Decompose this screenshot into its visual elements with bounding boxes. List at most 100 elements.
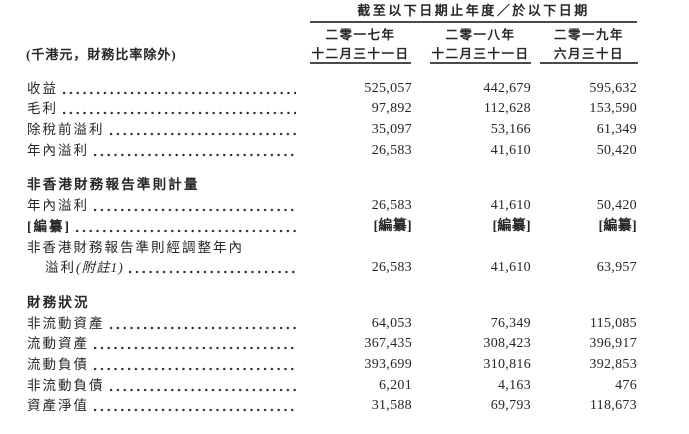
row-label-zone: [編纂] bbox=[0, 219, 312, 235]
dot-leader bbox=[76, 228, 296, 233]
table-row: 收益 525,057 442,679 595,632 bbox=[0, 76, 689, 97]
cell-value: 50,420 bbox=[596, 142, 637, 158]
table-row: 年內溢利 26,583 41,610 50,420 bbox=[0, 193, 689, 214]
row-label-zone: 流動負債 bbox=[0, 357, 312, 373]
cell-value: 31,588 bbox=[371, 398, 412, 414]
dot-leader bbox=[94, 366, 296, 371]
cell-value: 118,673 bbox=[589, 398, 637, 414]
cell-value: 26,583 bbox=[371, 142, 412, 158]
dot-leader bbox=[109, 132, 296, 137]
table-row: 除稅前溢利 35,097 53,166 61,349 bbox=[0, 117, 689, 138]
row-label-zone: 資產淨值 bbox=[0, 398, 312, 414]
cell-value: 367,435 bbox=[364, 336, 412, 352]
row-label-zone: 除稅前溢利 bbox=[0, 122, 312, 138]
row-label: 收益 bbox=[27, 80, 58, 96]
section-header-row: 非香港財務報告準則計量 bbox=[0, 173, 689, 194]
dot-leader bbox=[63, 111, 296, 116]
row-label: 年內溢利 bbox=[27, 142, 89, 158]
row-label: 資產淨值 bbox=[27, 398, 89, 414]
cell-value: 153,590 bbox=[589, 101, 637, 117]
section-title: 非香港財務報告準則計量 bbox=[27, 177, 200, 193]
row-label: 非流動負債 bbox=[27, 377, 105, 393]
table-row: 資產淨值 31,588 69,793 118,673 bbox=[0, 394, 689, 415]
dot-leader bbox=[94, 152, 296, 157]
cell-value: 26,583 bbox=[371, 198, 412, 214]
column-header-date: 十二月三十一日 bbox=[431, 47, 530, 61]
column-header-fy2017: 二零一七年 十二月三十一日 bbox=[310, 27, 411, 64]
table-row: 流動負債 393,699 310,816 392,853 bbox=[0, 352, 689, 373]
unit-note: (千港元，財務比率除外) bbox=[26, 47, 177, 62]
row-label-zone: 流動資產 bbox=[0, 336, 312, 352]
dot-leader bbox=[94, 208, 296, 213]
table-body: 收益 525,057 442,679 595,632 毛利 97,892 112,628 15… bbox=[0, 76, 689, 414]
cell-value: 476 bbox=[615, 377, 637, 393]
row-label-zone: 非香港財務報告準則經調整年內 bbox=[0, 240, 312, 256]
row-label-zone: 收益 bbox=[0, 81, 312, 97]
cell-value: 595,632 bbox=[589, 80, 637, 96]
table-row: 毛利 97,892 112,628 153,590 bbox=[0, 97, 689, 118]
section-title-zone: 非香港財務報告準則計量 bbox=[0, 177, 312, 193]
row-label-zone: 年內溢利 bbox=[0, 198, 312, 214]
cell-value: 50,420 bbox=[596, 198, 637, 214]
row-label: 非香港財務報告準則經調整年內 bbox=[27, 239, 244, 255]
cell-value: [編纂] bbox=[492, 218, 531, 234]
row-label: 毛利 bbox=[27, 101, 58, 117]
row-label: 流動資產 bbox=[27, 336, 89, 352]
column-header-hy2019: 二零一九年 六月三十日 bbox=[540, 27, 638, 64]
cell-value: 6,201 bbox=[379, 377, 412, 393]
footnote-ref: (附註1) bbox=[76, 260, 124, 276]
cell-value: 69,793 bbox=[490, 398, 531, 414]
dot-leader bbox=[63, 90, 296, 95]
column-header-fy2018: 二零一八年 十二月三十一日 bbox=[430, 27, 531, 64]
column-header-date: 十二月三十一日 bbox=[311, 47, 410, 61]
cell-value: 308,423 bbox=[483, 336, 531, 352]
cell-value: 53,166 bbox=[490, 122, 531, 138]
cell-value: 41,610 bbox=[490, 142, 531, 158]
section-title: 財務狀況 bbox=[27, 294, 90, 310]
dot-leader bbox=[109, 387, 296, 392]
cell-value: 63,957 bbox=[596, 260, 637, 276]
table-row: 非流動負債 6,201 4,163 476 bbox=[0, 373, 689, 394]
cell-value: 41,610 bbox=[490, 198, 531, 214]
table-row: 流動資產 367,435 308,423 396,917 bbox=[0, 332, 689, 353]
cell-value: 64,053 bbox=[371, 315, 412, 331]
cell-value: 392,853 bbox=[589, 356, 637, 372]
cell-value: [編纂] bbox=[373, 218, 412, 234]
row-label-zone: 非流動資產 bbox=[0, 316, 312, 332]
cell-value: 4,163 bbox=[498, 377, 531, 393]
table-row: 非流動資產 64,053 76,349 115,085 bbox=[0, 311, 689, 332]
cell-value: 35,097 bbox=[371, 122, 412, 138]
table-row: [編纂] [編纂] [編纂] [編纂] bbox=[0, 214, 689, 235]
row-label: 除稅前溢利 bbox=[27, 122, 105, 138]
row-label: 非流動資產 bbox=[27, 315, 105, 331]
cell-value: 112,628 bbox=[483, 101, 531, 117]
cell-value: 396,917 bbox=[589, 336, 637, 352]
cell-value: [編纂] bbox=[598, 218, 637, 234]
row-label-zone: 年內溢利 bbox=[0, 143, 312, 159]
column-header-year: 二零一八年 bbox=[445, 28, 516, 42]
table-row: 年內溢利 26,583 41,610 50,420 bbox=[0, 138, 689, 159]
column-header-year: 二零一九年 bbox=[553, 28, 624, 42]
dot-leader bbox=[94, 408, 296, 413]
cell-value: 26,583 bbox=[371, 260, 412, 276]
table-header-title: 截至以下日期止年度／於以下日期 bbox=[357, 3, 590, 18]
cell-value: 41,610 bbox=[490, 260, 531, 276]
cell-value: 115,085 bbox=[589, 315, 637, 331]
dot-leader bbox=[94, 346, 296, 351]
table-row-label-line: 非香港財務報告準則經調整年內 bbox=[0, 235, 689, 256]
dot-leader bbox=[109, 325, 296, 330]
section-header-row: 財務狀況 bbox=[0, 290, 689, 311]
row-label: 溢利 bbox=[45, 260, 76, 276]
row-label-zone: 毛利 bbox=[0, 101, 312, 117]
column-header-year: 二零一七年 bbox=[325, 28, 396, 42]
row-label: 年內溢利 bbox=[27, 198, 89, 214]
row-label-zone: 非流動負債 bbox=[0, 378, 312, 394]
table-row: 溢利 (附註1) 26,583 41,610 63,957 bbox=[0, 256, 689, 277]
header-top-rule bbox=[310, 21, 637, 23]
section-title-zone: 財務狀況 bbox=[0, 295, 312, 311]
row-label: 流動負債 bbox=[27, 356, 89, 372]
row-label: [編纂] bbox=[27, 218, 71, 234]
cell-value: 76,349 bbox=[490, 315, 531, 331]
column-header-date: 六月三十日 bbox=[553, 47, 624, 61]
